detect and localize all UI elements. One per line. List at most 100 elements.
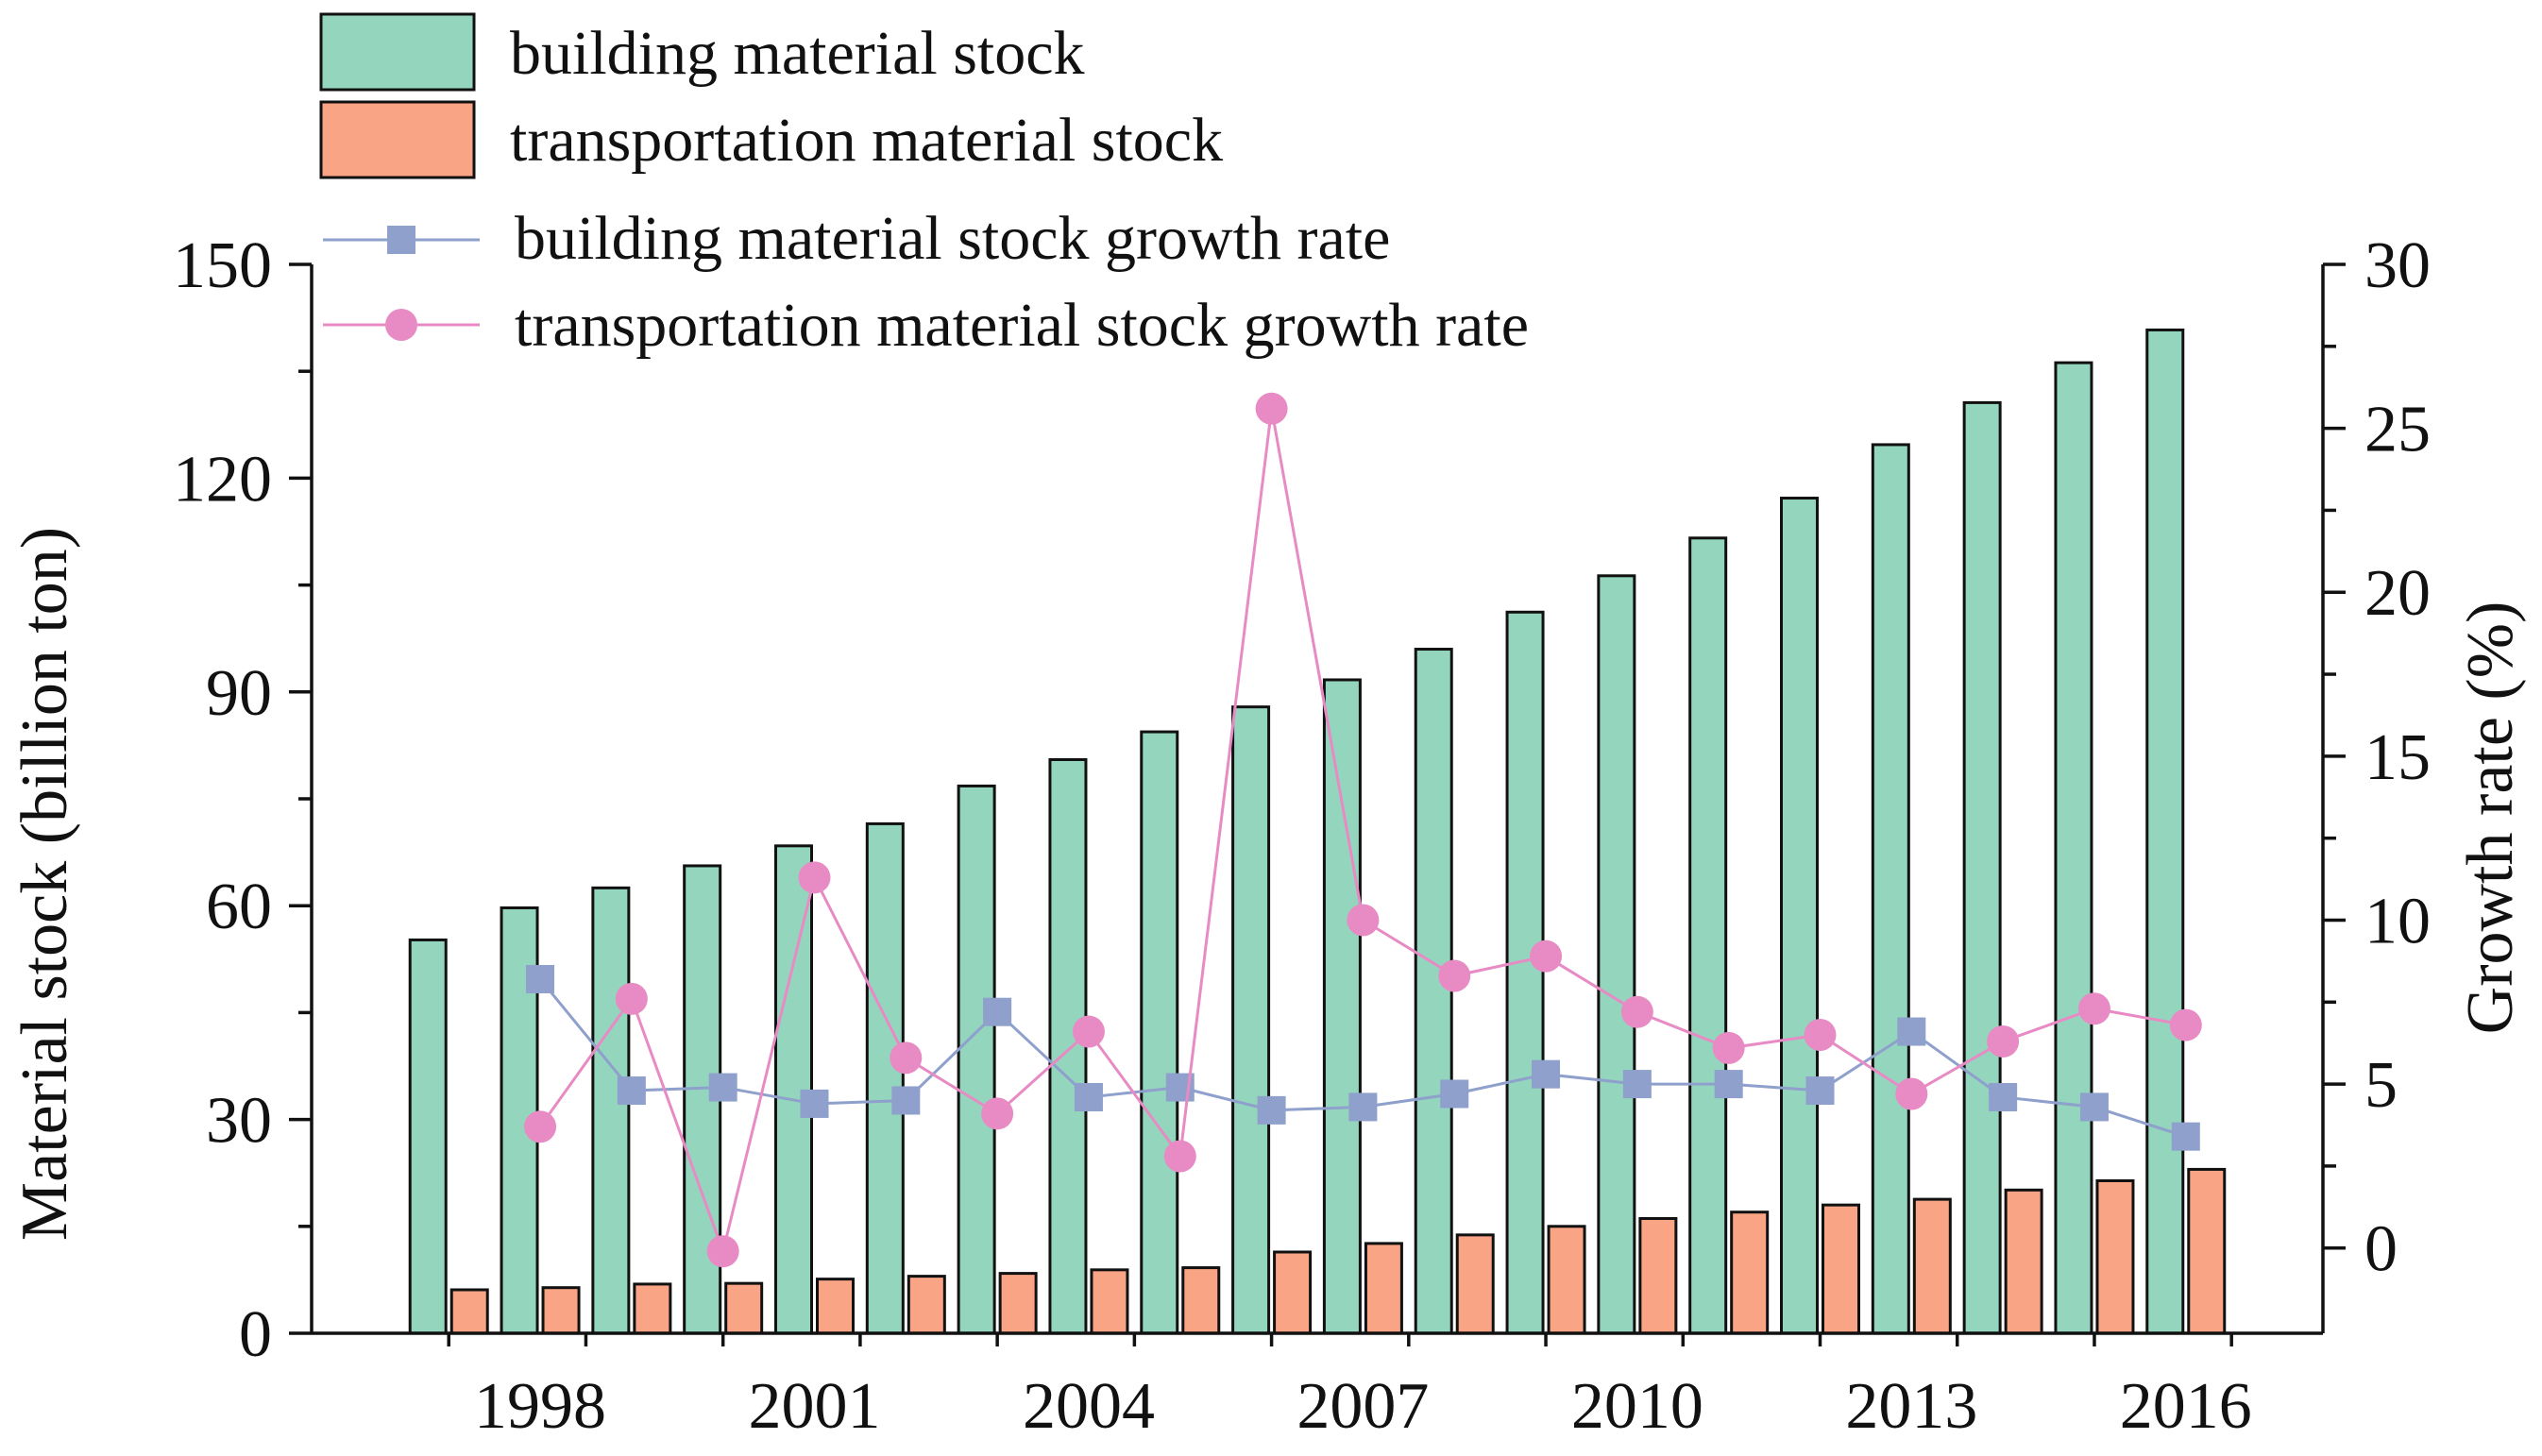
building-growth-marker xyxy=(1989,1082,2018,1111)
transport-stock-bar xyxy=(724,1281,764,1335)
transport-stock-bar xyxy=(907,1275,946,1335)
right-tick-label: 20 xyxy=(2364,557,2431,630)
building-stock-bar xyxy=(865,821,905,1335)
building-growth-marker xyxy=(2079,1092,2109,1122)
building-growth-marker xyxy=(1074,1082,1103,1111)
legend-swatch-transport-stock xyxy=(319,100,476,179)
transport-growth-marker xyxy=(2077,992,2110,1025)
transport-growth-marker xyxy=(798,861,831,894)
transport-growth-marker xyxy=(890,1041,923,1075)
building-growth-marker xyxy=(1257,1095,1286,1125)
left-tick-label: 150 xyxy=(173,229,272,302)
building-stock-bar xyxy=(1505,610,1545,1335)
transport-stock-bar xyxy=(1638,1216,1678,1335)
x-tick-label: 2004 xyxy=(1023,1370,1155,1443)
building-growth-marker xyxy=(617,1076,646,1106)
right-tick-label: 0 xyxy=(2364,1213,2398,1286)
right-tick-label: 15 xyxy=(2364,721,2431,794)
building-growth-marker xyxy=(1440,1079,1469,1109)
building-stock-bar xyxy=(1597,574,1636,1335)
transport-stock-bar xyxy=(1912,1197,1952,1335)
bars-layer xyxy=(408,328,2227,1335)
transport-growth-marker xyxy=(1895,1077,1928,1110)
building-stock-bar xyxy=(408,938,448,1335)
transport-stock-bar xyxy=(2187,1167,2227,1335)
transport-growth-marker xyxy=(1804,1019,1837,1052)
building-growth-marker xyxy=(1714,1070,1743,1099)
transport-stock-bar xyxy=(541,1286,581,1335)
legend-label-transport-growth: transportation material stock growth rat… xyxy=(515,291,1529,360)
x-tick-label: 2010 xyxy=(1571,1370,1703,1443)
building-growth-marker xyxy=(1622,1070,1652,1099)
transport-growth-marker xyxy=(1163,1140,1196,1173)
transport-growth-marker xyxy=(1530,940,1563,973)
transport-growth-marker xyxy=(524,1110,557,1143)
right-axis-title: Growth rate (%) xyxy=(2454,601,2527,1035)
transport-growth-marker xyxy=(2169,1008,2202,1041)
transport-stock-bar xyxy=(2095,1179,2135,1335)
transport-stock-bar xyxy=(1181,1266,1221,1335)
building-stock-bar xyxy=(957,784,996,1335)
transport-growth-marker xyxy=(1987,1024,2020,1058)
x-tick-label: 2016 xyxy=(2120,1370,2252,1443)
building-stock-bar xyxy=(1871,443,1910,1335)
transport-growth-marker xyxy=(706,1235,739,1268)
legend: building material stock transportation ma… xyxy=(319,12,1529,360)
axes-layer: 1998 2001 2004 2007 2010 2013 2016030609012015… xyxy=(8,229,2527,1443)
x-tick-label: 2007 xyxy=(1296,1370,1429,1443)
transport-growth-marker xyxy=(981,1097,1014,1130)
building-stock-bar xyxy=(1048,757,1088,1335)
right-tick-label: 30 xyxy=(2364,229,2431,302)
left-tick-label: 0 xyxy=(239,1298,272,1371)
transport-stock-bar xyxy=(998,1272,1038,1335)
building-growth-marker xyxy=(1897,1017,1926,1046)
transport-stock-bar xyxy=(1090,1268,1129,1335)
transport-stock-bar xyxy=(1364,1242,1403,1335)
building-stock-bar xyxy=(1780,497,1819,1335)
building-stock-bar xyxy=(1322,678,1362,1335)
transport-growth-marker xyxy=(1712,1031,1745,1064)
left-tick-label: 30 xyxy=(206,1085,272,1158)
legend-label-building-stock: building material stock xyxy=(510,19,1085,88)
legend-label-building-growth: building material stock growth rate xyxy=(515,204,1390,273)
right-tick-label: 25 xyxy=(2364,394,2431,466)
transport-stock-bar xyxy=(1455,1233,1495,1335)
transport-stock-bar xyxy=(449,1288,489,1335)
transport-growth-marker xyxy=(1347,904,1380,937)
building-stock-bar xyxy=(591,886,631,1335)
transport-growth-marker xyxy=(1438,959,1471,992)
building-growth-marker xyxy=(1532,1059,1561,1089)
left-tick-label: 60 xyxy=(206,871,272,943)
transport-growth-marker xyxy=(1255,392,1288,425)
right-tick-label: 10 xyxy=(2364,885,2431,957)
transport-stock-bar xyxy=(1822,1203,1860,1335)
building-growth-marker xyxy=(2171,1122,2200,1151)
building-growth-marker xyxy=(800,1089,829,1118)
transport-stock-bar xyxy=(1730,1211,1770,1335)
legend-marker-transport-growth xyxy=(385,309,417,341)
transport-stock-bar xyxy=(816,1278,855,1335)
building-stock-bar xyxy=(2145,328,2185,1335)
transport-stock-bar xyxy=(1273,1250,1313,1335)
building-growth-marker xyxy=(1348,1092,1378,1122)
legend-marker-building-growth xyxy=(387,226,415,254)
transport-stock-bar xyxy=(2004,1188,2043,1335)
building-growth-marker xyxy=(526,964,555,993)
legend-swatch-building-stock xyxy=(319,12,476,92)
x-tick-label: 1998 xyxy=(474,1370,606,1443)
building-stock-bar xyxy=(1231,705,1271,1335)
building-growth-marker xyxy=(1805,1076,1835,1106)
legend-label-transport-stock: transportation material stock xyxy=(510,106,1223,175)
left-tick-label: 120 xyxy=(173,443,272,516)
transport-stock-bar xyxy=(633,1282,672,1335)
right-tick-label: 5 xyxy=(2364,1049,2398,1122)
x-tick-label: 2001 xyxy=(749,1370,881,1443)
transport-growth-marker xyxy=(1620,995,1653,1028)
x-tick-label: 2013 xyxy=(1845,1370,1977,1443)
building-stock-bar xyxy=(1414,648,1453,1335)
building-stock-bar xyxy=(1688,536,1728,1335)
transport-growth-marker xyxy=(1072,1015,1105,1048)
building-stock-bar xyxy=(1140,730,1179,1335)
